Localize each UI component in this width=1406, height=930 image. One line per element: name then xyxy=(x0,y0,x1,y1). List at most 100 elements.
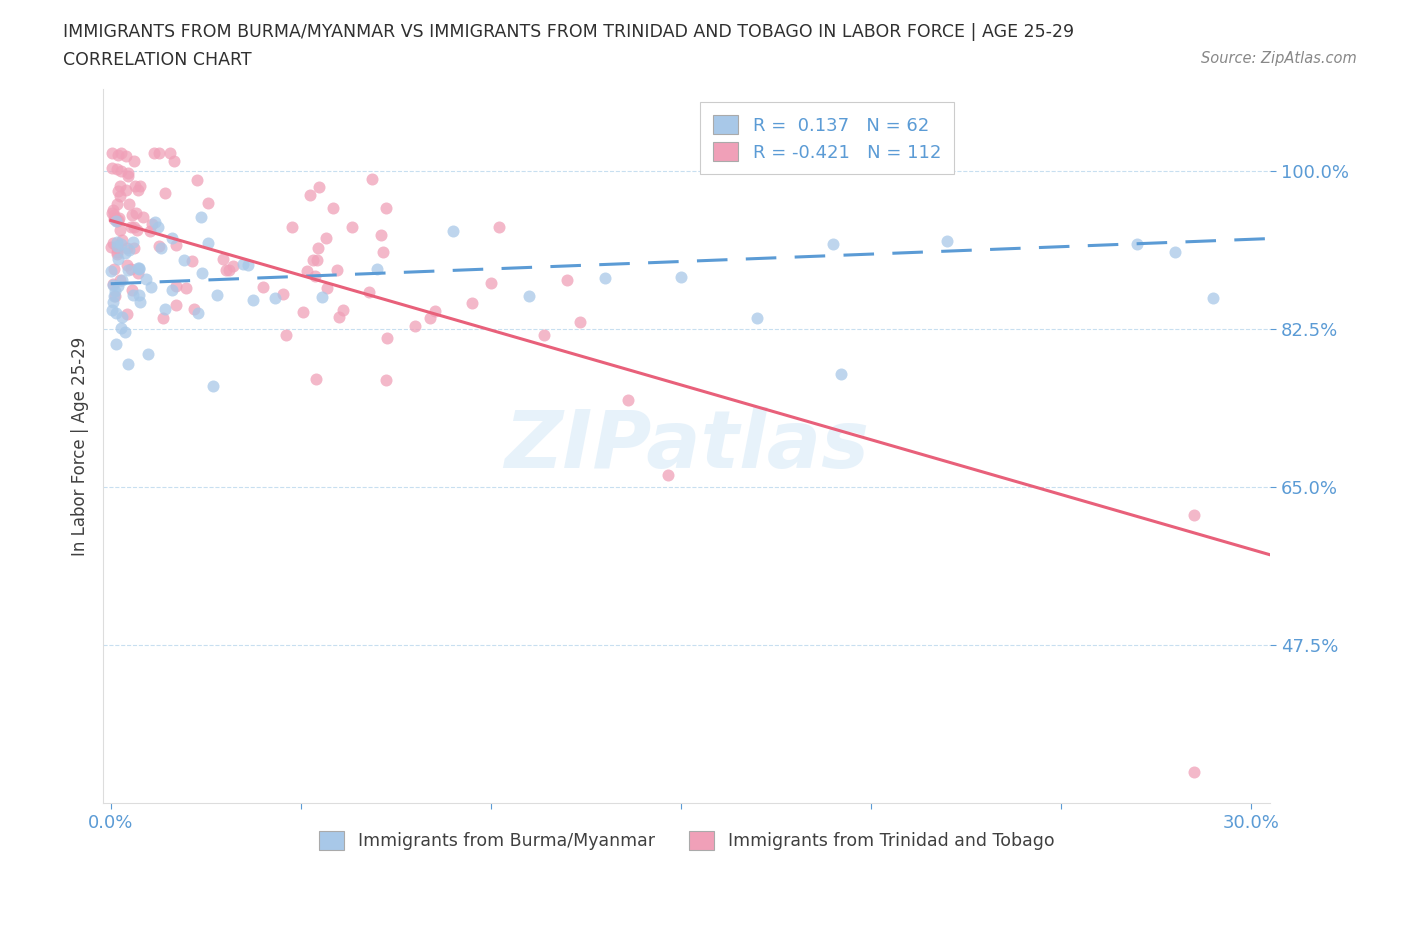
Point xyxy=(103,288,125,303)
Point xyxy=(174,281,197,296)
Point xyxy=(105,197,128,212)
Point xyxy=(299,188,322,203)
Point xyxy=(328,310,350,325)
Point xyxy=(150,241,173,256)
Point xyxy=(103,277,125,292)
Point xyxy=(173,253,195,268)
Point xyxy=(127,182,149,197)
Point xyxy=(105,238,128,253)
Point xyxy=(127,265,149,280)
Point xyxy=(104,337,127,352)
Point xyxy=(232,257,254,272)
Point xyxy=(1202,291,1225,306)
Point xyxy=(132,209,155,224)
Point xyxy=(114,246,136,260)
Point xyxy=(183,301,205,316)
Point xyxy=(357,285,380,299)
Point xyxy=(152,311,174,325)
Point xyxy=(124,179,146,193)
Point xyxy=(252,280,274,295)
Point xyxy=(155,185,177,200)
Point xyxy=(419,311,441,325)
Point xyxy=(108,179,131,193)
Point xyxy=(340,219,363,234)
Point xyxy=(121,234,143,249)
Point xyxy=(121,283,143,298)
Point xyxy=(100,145,122,160)
Point xyxy=(281,220,304,235)
Point xyxy=(108,222,131,237)
Point xyxy=(139,279,162,294)
Point xyxy=(148,145,170,160)
Point xyxy=(236,258,259,272)
Point xyxy=(307,241,329,256)
Point xyxy=(148,239,170,254)
Point xyxy=(104,284,127,299)
Point xyxy=(186,172,208,187)
Text: IMMIGRANTS FROM BURMA/MYANMAR VS IMMIGRANTS FROM TRINIDAD AND TOBAGO IN LABOR FO: IMMIGRANTS FROM BURMA/MYANMAR VS IMMIGRA… xyxy=(63,23,1074,41)
Point xyxy=(190,209,212,224)
Point xyxy=(124,241,146,256)
Point xyxy=(128,260,150,275)
Point xyxy=(160,283,183,298)
Point xyxy=(101,161,124,176)
Point xyxy=(163,153,186,168)
Point xyxy=(127,260,149,275)
Point xyxy=(138,223,160,238)
Point xyxy=(117,169,139,184)
Point xyxy=(568,314,591,329)
Point xyxy=(361,172,384,187)
Point xyxy=(297,263,319,278)
Point xyxy=(211,252,233,267)
Point xyxy=(316,281,339,296)
Point xyxy=(101,302,124,317)
Point xyxy=(136,347,159,362)
Point xyxy=(370,227,392,242)
Point xyxy=(165,298,187,312)
Point xyxy=(322,200,344,215)
Point xyxy=(165,278,187,293)
Point xyxy=(375,331,398,346)
Point xyxy=(366,262,388,277)
Point xyxy=(107,251,129,266)
Point xyxy=(441,223,464,238)
Point xyxy=(103,261,125,276)
Point xyxy=(141,216,163,231)
Point xyxy=(104,305,127,320)
Point xyxy=(129,179,152,193)
Point xyxy=(197,196,219,211)
Point xyxy=(461,296,484,311)
Point xyxy=(110,189,132,204)
Point xyxy=(125,222,148,237)
Point xyxy=(105,245,128,259)
Point xyxy=(479,275,502,290)
Point xyxy=(110,164,132,179)
Point xyxy=(101,278,124,293)
Point xyxy=(276,328,298,343)
Point xyxy=(135,272,157,286)
Point xyxy=(271,287,294,302)
Point xyxy=(669,270,692,285)
Point xyxy=(315,231,337,246)
Point xyxy=(142,145,165,160)
Point xyxy=(1164,245,1187,259)
Point xyxy=(222,259,245,273)
Point xyxy=(326,262,349,277)
Point xyxy=(107,147,129,162)
Point xyxy=(128,287,150,302)
Point xyxy=(118,243,141,258)
Point xyxy=(404,318,426,333)
Point xyxy=(122,288,145,303)
Point xyxy=(115,149,138,164)
Point xyxy=(242,292,264,307)
Point xyxy=(105,234,128,249)
Point xyxy=(143,215,166,230)
Point xyxy=(103,207,125,222)
Point xyxy=(104,210,127,225)
Point xyxy=(101,202,124,217)
Y-axis label: In Labor Force | Age 25-29: In Labor Force | Age 25-29 xyxy=(72,337,89,556)
Point xyxy=(121,207,143,222)
Point xyxy=(105,241,128,256)
Point xyxy=(160,231,183,246)
Point xyxy=(117,262,139,277)
